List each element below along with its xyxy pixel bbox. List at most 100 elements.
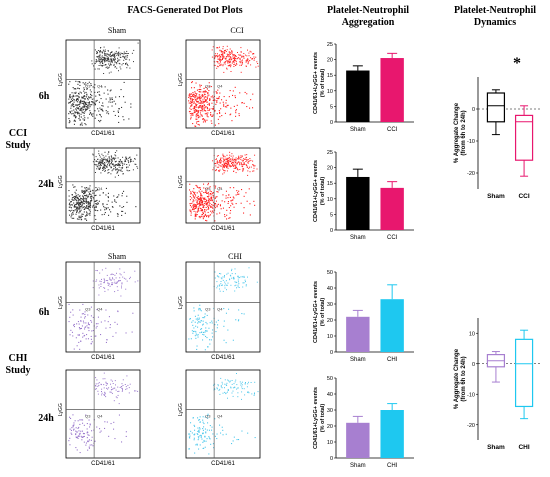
- dot: [108, 283, 110, 285]
- dot: [78, 88, 80, 90]
- dot: [230, 210, 232, 212]
- dot: [98, 120, 100, 122]
- dot: [78, 207, 80, 209]
- dot: [127, 63, 128, 65]
- dot: [73, 210, 75, 212]
- dot: [199, 88, 201, 90]
- dot: [192, 114, 194, 116]
- dot: [117, 170, 119, 172]
- dot: [222, 53, 224, 55]
- dot: [82, 213, 84, 215]
- dot: [110, 101, 112, 103]
- dot: [195, 444, 197, 446]
- dot: [91, 195, 93, 197]
- dot: [199, 444, 201, 446]
- dot: [222, 429, 224, 431]
- dot: [217, 56, 219, 58]
- dot: [111, 162, 113, 164]
- dot: [249, 171, 251, 173]
- dot: [118, 62, 120, 64]
- dot: [95, 385, 96, 387]
- dot: [196, 214, 198, 216]
- dot: [190, 115, 192, 117]
- dot: [214, 64, 216, 66]
- dot: [248, 52, 250, 54]
- y-tick-label: 25: [327, 150, 333, 156]
- dot: [208, 327, 210, 329]
- dot: [203, 192, 205, 194]
- dot: [113, 158, 115, 160]
- dot: [190, 102, 192, 104]
- dot: [76, 323, 78, 325]
- dot: [101, 269, 103, 271]
- dot: [190, 206, 192, 208]
- dot: [204, 107, 206, 109]
- dot: [212, 192, 214, 194]
- dot: [71, 217, 73, 219]
- dot: [200, 198, 202, 200]
- dot: [257, 63, 259, 64]
- dot: [222, 58, 223, 59]
- dot: [78, 435, 80, 437]
- dot: [242, 164, 244, 165]
- dot: [87, 314, 89, 316]
- dot: [103, 282, 105, 284]
- dot: [112, 278, 114, 280]
- dot: [116, 282, 117, 284]
- dot: [112, 383, 114, 384]
- quadrant-label-q3: Q3: [85, 84, 91, 89]
- dot: [214, 55, 216, 57]
- dot: [215, 162, 217, 164]
- dot: [210, 206, 212, 208]
- dot: [104, 394, 106, 396]
- dot: [192, 204, 194, 206]
- dot: [229, 61, 231, 63]
- dot: [90, 104, 92, 106]
- x-tick-label: Sham: [350, 463, 366, 469]
- dot: [134, 158, 136, 160]
- dot: [111, 155, 112, 157]
- quadrant-label-q3: Q3: [205, 84, 211, 89]
- dot: [110, 383, 111, 385]
- ylabel-line-1: CD41/61+LyGG+ events: [313, 387, 319, 449]
- dot: [198, 201, 200, 203]
- dot: [72, 112, 74, 114]
- dot: [83, 206, 85, 208]
- dot: [225, 58, 226, 60]
- dot: [87, 205, 89, 207]
- bar-chi: [380, 299, 404, 352]
- dot: [81, 102, 83, 104]
- dot: [219, 212, 221, 214]
- y-tick-label: -10: [467, 392, 475, 398]
- dot: [83, 90, 85, 92]
- dot: [224, 383, 226, 385]
- dot: [206, 220, 208, 222]
- dot: [190, 117, 192, 119]
- dot: [77, 420, 79, 422]
- dot: [225, 165, 227, 167]
- dot: [200, 434, 202, 436]
- dot: [191, 197, 193, 199]
- dot: [200, 84, 202, 86]
- dot: [228, 160, 230, 161]
- dot: [112, 101, 114, 103]
- dot: [82, 206, 84, 208]
- dot: [232, 161, 234, 163]
- dot: [200, 435, 202, 437]
- dot: [230, 158, 232, 160]
- dot: [192, 195, 194, 197]
- dot: [70, 311, 72, 313]
- dot: [246, 200, 248, 202]
- dot: [100, 165, 102, 166]
- dot: [223, 339, 225, 341]
- x-tick-label: Sham: [487, 193, 505, 200]
- dot: [195, 95, 197, 97]
- dot: [240, 276, 242, 278]
- dot: [118, 163, 120, 165]
- dot: [107, 67, 109, 69]
- dot: [92, 153, 94, 155]
- dot: [206, 330, 208, 332]
- dot: [207, 196, 209, 198]
- dot: [199, 97, 201, 99]
- dot: [233, 60, 235, 62]
